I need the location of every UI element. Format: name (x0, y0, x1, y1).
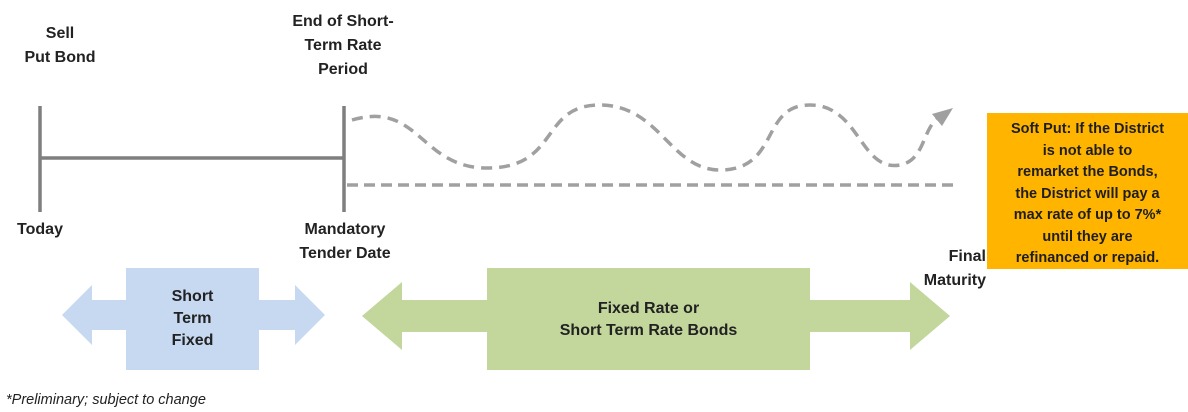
short-term-fixed-box (126, 268, 259, 370)
label-line: Mandatory (304, 221, 386, 238)
label-line: Sell (45, 25, 75, 42)
callout-line: Soft Put: If the District (1010, 121, 1165, 137)
callout-line: the District will pay a (1015, 185, 1160, 202)
label-line: End of Short- (292, 13, 394, 30)
variable-rate-wavy-line (351, 103, 940, 172)
end-short-term-label: End of Short- Term Rate Period (268, 10, 418, 82)
label-line: Short Term Rate Bonds (559, 322, 738, 339)
sell-put-bond-label: Sell Put Bond (10, 22, 110, 70)
callout-line: max rate of up to 7%* (1013, 207, 1162, 223)
label-line: Final (948, 248, 986, 265)
label-line: Short (171, 288, 214, 305)
today-text: Today (17, 221, 63, 238)
label-line: Tender Date (299, 245, 391, 262)
label-line: Put Bond (24, 49, 96, 66)
label-line: Maturity (923, 272, 986, 289)
callout-line: refinanced or repaid. (1015, 250, 1160, 266)
fixed-or-short-box (487, 268, 810, 370)
mandatory-tender-label: Mandatory Tender Date (270, 218, 420, 266)
final-maturity-label: Final Maturity (890, 245, 986, 293)
label-line: Fixed (171, 332, 214, 349)
callout-line: until they are (1042, 228, 1133, 245)
label-line: Period (318, 61, 368, 78)
callout-line: is not able to (1042, 142, 1133, 159)
short-term-fixed-label: Short Term Fixed (126, 286, 259, 352)
wavy-arrow-head-icon (932, 108, 953, 126)
fixed-or-short-label: Fixed Rate or Short Term Rate Bonds (487, 298, 810, 342)
today-label: Today (0, 218, 80, 242)
callout-line: remarket the Bonds, (1017, 164, 1158, 180)
footnote: *Preliminary; subject to change (6, 392, 206, 408)
label-line: Term Rate (304, 37, 382, 54)
soft-put-callout: Soft Put: If the District is not able to… (987, 113, 1188, 269)
label-line: Fixed Rate or (597, 300, 700, 317)
label-line: Term (173, 310, 212, 327)
